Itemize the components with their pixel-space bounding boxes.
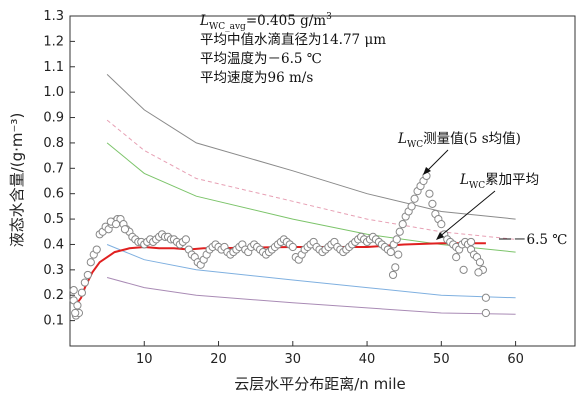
y-tick-label: 0.9 (43, 111, 64, 126)
annotation-temp-curve: －6.5 ℃ (513, 232, 567, 248)
data-point (437, 220, 446, 229)
annotation-temperature: 平均温度为－6.5 ℃ (200, 51, 322, 67)
data-point (181, 235, 190, 244)
plot-border (69, 15, 576, 347)
leader-measured-arrow (423, 167, 431, 175)
series-line-gray (106, 74, 516, 220)
plot-frame (69, 15, 576, 347)
annotation-measured-label: 测量值(5 s均值) (423, 131, 521, 147)
annotation-avg: LWC_avg=0.405 g/m3 (199, 12, 332, 32)
y-axis-ticks: 0.1 0.2 0.3 0.4 0.5 0.6 0.7 0.8 0.9 1.0 1.1 1.2 1.3 (43, 9, 75, 329)
annotation-avg-value: =0.405 g/m (246, 13, 326, 29)
y-tick-label: 1.1 (43, 60, 64, 75)
data-point (83, 270, 92, 280)
data-point (388, 270, 398, 280)
data-point (80, 278, 89, 287)
data-point (398, 220, 407, 229)
series-line-purple (106, 277, 516, 315)
x-axis-ticks: 10 20 30 40 50 60 (136, 341, 524, 367)
annotation-cumavg-prefix: L (459, 172, 469, 188)
data-point (481, 293, 490, 302)
annotation-avg-sub: WC_avg (209, 22, 246, 32)
data-point (481, 308, 490, 318)
data-point (475, 258, 485, 267)
y-tick-label: 1.2 (43, 34, 64, 49)
data-point (474, 268, 483, 277)
annotation-cumavg: LWC累加平均 (459, 172, 539, 191)
y-tick-label: 0.8 (43, 136, 64, 151)
data-point (386, 247, 395, 257)
data-point (111, 220, 121, 229)
leader-cumavg (437, 190, 496, 239)
annotation-avg-sup: 3 (326, 12, 332, 22)
data-point (425, 189, 434, 198)
annotation-diameter: 平均中值水滴直径为14.77 μm (200, 31, 386, 48)
series-line-green (106, 142, 516, 253)
data-point (466, 237, 476, 247)
leader-measured (424, 149, 449, 174)
y-tick-label: 0.7 (43, 161, 64, 176)
data-point (69, 286, 78, 295)
annotation-cumavg-sub: WC (469, 181, 485, 191)
series-line-blue (106, 244, 516, 299)
x-tick-label: 50 (433, 352, 450, 367)
data-point (428, 199, 437, 208)
x-tick-label: 20 (210, 352, 227, 367)
data-point (288, 242, 297, 252)
y-tick-label: 0.2 (43, 288, 64, 303)
data-point (391, 263, 400, 272)
data-point (459, 265, 468, 274)
y-tick-label: 0.6 (43, 187, 64, 202)
scatter-points (69, 171, 490, 320)
y-tick-label: 1.3 (43, 9, 64, 24)
data-point (395, 227, 404, 236)
y-axis-title: 液态水含量/(g·m⁻³) (8, 113, 26, 248)
data-point (71, 308, 80, 318)
data-point (394, 250, 403, 259)
x-tick-label: 40 (359, 352, 376, 367)
x-axis-title: 云层水平分布距离/n mile (234, 375, 406, 393)
data-point (86, 258, 95, 267)
y-tick-label: 0.4 (43, 237, 64, 252)
data-point (410, 194, 419, 203)
annotation-leaders (423, 149, 511, 240)
data-point (73, 301, 82, 310)
x-tick-label: 30 (285, 352, 302, 367)
leader-cumavg-arrow (436, 232, 444, 240)
data-point (120, 225, 130, 234)
x-tick-label: 10 (136, 352, 153, 367)
data-point (92, 245, 101, 254)
y-tick-label: 0.3 (43, 263, 64, 278)
data-point (77, 288, 86, 297)
x-tick-label: 60 (507, 352, 524, 367)
annotation-speed: 平均速度为96 m/s (200, 70, 313, 86)
data-point (452, 253, 461, 262)
annotation-measured-prefix: L (397, 131, 407, 147)
y-tick-label: 0.1 (43, 314, 64, 329)
data-point (392, 235, 401, 244)
y-tick-label: 1.0 (43, 85, 64, 100)
annotation-measured-sub: WC (407, 140, 423, 150)
annotation-measured: LWC测量值(5 s均值) (397, 131, 521, 150)
series-lines (76, 74, 516, 315)
y-tick-label: 0.5 (43, 212, 64, 227)
data-point (407, 202, 416, 211)
annotation-avg-prefix: L (199, 13, 209, 29)
annotation-cumavg-label: 累加平均 (485, 172, 539, 188)
